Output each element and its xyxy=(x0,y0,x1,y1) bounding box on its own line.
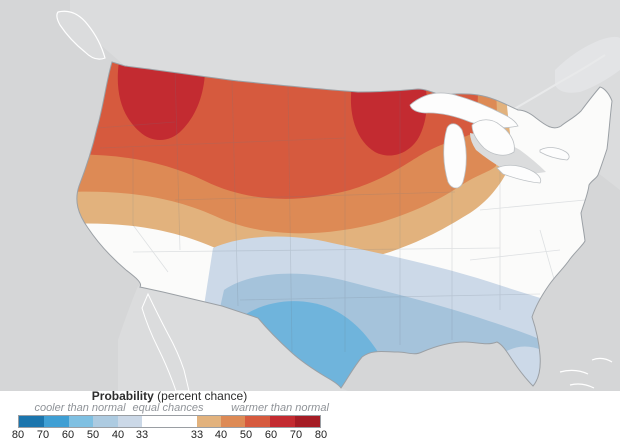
legend-tick-labels: 80 70 60 50 40 33 33 40 50 60 70 80 xyxy=(12,429,327,439)
legend-tick: 80 xyxy=(314,429,328,439)
blob-warmer-60-70-upper-midwest xyxy=(350,85,427,156)
canada-landmass xyxy=(70,0,620,190)
legend-label-equal-chances: equal chances xyxy=(132,402,204,414)
legend-tick: 40 xyxy=(214,429,228,439)
legend-label-cooler: cooler than normal xyxy=(34,402,126,414)
legend-colorbar xyxy=(18,415,321,428)
us-outline xyxy=(76,61,613,389)
legend-title-main: Probability xyxy=(91,389,154,403)
lake-erie xyxy=(496,164,542,184)
blob-warmer-60-70-northwest xyxy=(117,62,205,140)
lake-michigan xyxy=(443,123,467,189)
great-lakes xyxy=(409,92,570,189)
legend-tick: 70 xyxy=(289,429,303,439)
legend-segment-cooler-40-50 xyxy=(93,416,119,427)
legend-segment-warmer-40-50 xyxy=(220,416,246,427)
cuba-bahamas-islands xyxy=(559,357,613,389)
legend-tick: 50 xyxy=(239,429,253,439)
legend-title: Probability (percent chance) xyxy=(18,389,321,403)
legend-segment-cooler-70-80 xyxy=(19,416,44,427)
lake-superior xyxy=(409,92,519,129)
legend-tick: 60 xyxy=(264,429,278,439)
gulf-of-st-lawrence-water xyxy=(555,36,620,93)
legend-title-sub: (percent chance) xyxy=(153,389,248,403)
legend-segment-warmer-60-70 xyxy=(270,416,296,427)
legend-segment-cooler-33-40 xyxy=(118,416,143,427)
legend-tick: 33 xyxy=(135,429,149,439)
foreign-land xyxy=(56,0,620,392)
legend-tick: 33 xyxy=(190,429,204,439)
legend-tick: 80 xyxy=(11,429,25,439)
legend-segment-warmer-50-60 xyxy=(245,416,271,427)
legend-segment-cooler-60-70 xyxy=(43,416,69,427)
lake-huron xyxy=(471,119,515,156)
legend-segment-warmer-70-80 xyxy=(295,416,320,427)
vancouver-island xyxy=(56,10,106,60)
legend-tick: 70 xyxy=(36,429,50,439)
legend-tick: 60 xyxy=(61,429,75,439)
us-temperature-outlook-map xyxy=(0,0,620,392)
legend-label-warmer: warmer than normal xyxy=(231,402,329,414)
legend-tick: 40 xyxy=(111,429,125,439)
legend-segment-equal-chances xyxy=(142,416,197,427)
legend-tick: 50 xyxy=(86,429,100,439)
lake-ontario xyxy=(539,147,570,161)
legend-segment-warmer-33-40 xyxy=(196,416,221,427)
band-warmer-50-60 xyxy=(76,62,479,199)
map-svg xyxy=(0,0,620,392)
legend-segment-cooler-50-60 xyxy=(68,416,94,427)
